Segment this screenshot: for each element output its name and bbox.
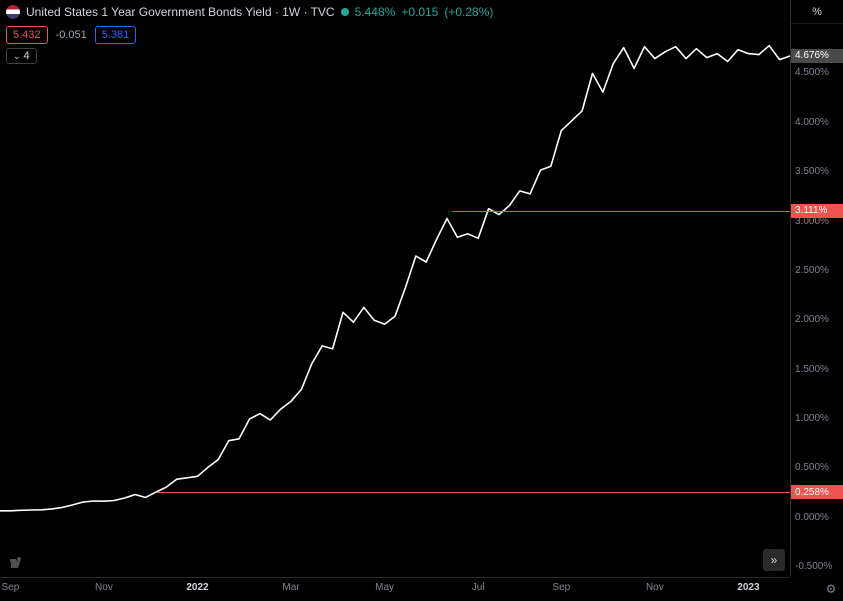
symbol-title[interactable]: United States 1 Year Government Bonds Yi… xyxy=(26,5,335,19)
x-tick-label: 2022 xyxy=(186,582,208,593)
price-change-pct: (+0.28%) xyxy=(444,5,493,19)
y-tick-label: -0.500% xyxy=(795,561,832,572)
gear-icon: ⚙ xyxy=(826,582,837,596)
y-tick-label: 1.500% xyxy=(795,364,829,375)
x-tick-label: Jul xyxy=(472,582,485,593)
chart-root: United States 1 Year Government Bonds Yi… xyxy=(0,0,843,601)
x-tick-label: Nov xyxy=(95,582,113,593)
price-line xyxy=(0,24,790,577)
y-tick-label: 2.000% xyxy=(795,314,829,325)
crosshair-hline xyxy=(452,211,790,212)
y-axis-unit[interactable]: % xyxy=(791,0,843,24)
y-tick-label: 4.000% xyxy=(795,117,829,128)
axis-settings-button[interactable]: ⚙ xyxy=(823,581,839,597)
y-tick-label: 0.000% xyxy=(795,512,829,523)
y-tick-label: 3.500% xyxy=(795,166,829,177)
chart-header: United States 1 Year Government Bonds Yi… xyxy=(0,0,843,24)
y-axis[interactable]: % 4.500%4.000%3.500%3.000%2.500%2.000%1.… xyxy=(790,0,843,577)
y-price-marker: 0.258% xyxy=(791,485,843,499)
x-tick-label: Sep xyxy=(552,582,570,593)
last-price: 5.448% xyxy=(355,5,396,19)
y-tick-label: 2.500% xyxy=(795,265,829,276)
us-flag-icon xyxy=(6,5,20,19)
x-tick-label: Mar xyxy=(282,582,299,593)
y-price-marker: 4.676% xyxy=(791,49,843,63)
plot-area[interactable] xyxy=(0,24,790,577)
x-axis[interactable]: Sep Nov 2022 Mar May Jul Sep Nov 2023 xyxy=(0,577,790,601)
y-tick-label: 4.500% xyxy=(795,67,829,78)
y-tick-label: 1.000% xyxy=(795,413,829,424)
x-tick-label: May xyxy=(375,582,394,593)
y-tick-label: 0.500% xyxy=(795,462,829,473)
chevron-double-right-icon: » xyxy=(771,553,778,567)
x-tick-label: 2023 xyxy=(737,582,759,593)
x-tick-label: Nov xyxy=(646,582,664,593)
x-tick-label: Sep xyxy=(1,582,19,593)
price-change: +0.015 xyxy=(401,5,438,19)
crosshair-hline xyxy=(156,492,790,493)
tradingview-logo[interactable] xyxy=(10,555,30,571)
goto-realtime-button[interactable]: » xyxy=(763,549,785,571)
market-status-icon xyxy=(341,8,349,16)
y-price-marker: 3.111% xyxy=(791,204,843,218)
